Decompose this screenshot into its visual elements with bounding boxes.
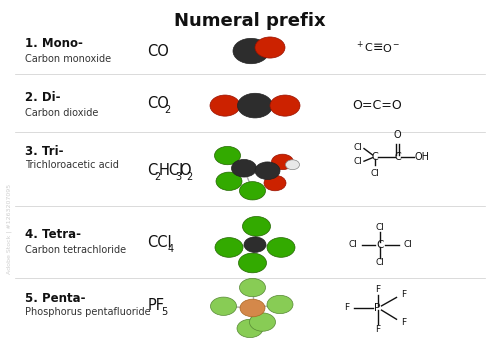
Text: Cl: Cl [354, 157, 362, 166]
Text: 4. Tetra-: 4. Tetra- [25, 228, 81, 240]
Circle shape [240, 299, 265, 317]
Text: 2: 2 [154, 172, 160, 182]
Circle shape [240, 278, 266, 297]
Text: PF: PF [148, 298, 164, 313]
Circle shape [244, 237, 266, 252]
Circle shape [267, 238, 295, 257]
Text: Adobe Stock | #1263207095: Adobe Stock | #1263207095 [6, 184, 12, 274]
Text: F: F [401, 318, 406, 327]
Circle shape [210, 95, 240, 116]
Text: Carbon tetrachloride: Carbon tetrachloride [25, 245, 126, 255]
Text: Carbon dioxide: Carbon dioxide [25, 108, 99, 118]
Text: F: F [344, 303, 349, 313]
Circle shape [242, 216, 270, 236]
Text: 3. Tri-: 3. Tri- [25, 145, 64, 158]
Text: Numeral prefix: Numeral prefix [174, 12, 326, 30]
Text: O=C=O: O=C=O [352, 99, 402, 112]
Text: ≡: ≡ [373, 41, 384, 54]
Text: 3: 3 [175, 172, 181, 182]
Text: O: O [179, 163, 190, 178]
Circle shape [237, 319, 263, 338]
Text: C: C [394, 152, 401, 162]
Text: Phosphorus pentafluoride: Phosphorus pentafluoride [25, 307, 150, 317]
Circle shape [238, 93, 272, 118]
Text: CO: CO [148, 96, 170, 111]
Circle shape [240, 182, 266, 200]
Text: F: F [375, 325, 380, 334]
Circle shape [272, 154, 293, 170]
Circle shape [250, 313, 276, 331]
Text: Cl: Cl [376, 258, 384, 267]
Text: 2: 2 [164, 105, 170, 115]
Text: F: F [375, 285, 380, 294]
Text: O$^-$: O$^-$ [382, 42, 400, 54]
Circle shape [255, 37, 285, 58]
Text: Cl: Cl [376, 222, 384, 232]
Text: CCl: CCl [148, 235, 172, 250]
Circle shape [232, 159, 256, 177]
Text: F: F [401, 290, 406, 299]
Text: Cl: Cl [354, 143, 362, 152]
Text: CO: CO [148, 44, 170, 58]
Text: 2. Di-: 2. Di- [25, 92, 60, 104]
Text: 4: 4 [168, 244, 173, 254]
Text: O: O [394, 130, 402, 140]
Text: Cl: Cl [370, 169, 380, 178]
Text: 2: 2 [186, 172, 192, 182]
Text: $^+$C: $^+$C [355, 40, 374, 55]
Circle shape [233, 38, 269, 64]
Text: 5. Penta-: 5. Penta- [25, 292, 86, 304]
Text: C: C [372, 152, 378, 162]
Text: P: P [374, 303, 380, 313]
Circle shape [270, 95, 300, 116]
Text: Cl: Cl [348, 240, 357, 249]
Circle shape [210, 297, 236, 315]
Text: Cl: Cl [403, 240, 412, 249]
Circle shape [238, 253, 266, 273]
Circle shape [255, 162, 280, 180]
Text: C: C [148, 163, 158, 178]
Circle shape [264, 175, 286, 191]
Text: 1. Mono-: 1. Mono- [25, 37, 83, 50]
Text: OH: OH [414, 152, 430, 162]
Text: HCl: HCl [158, 163, 184, 178]
Circle shape [214, 146, 240, 165]
Text: C: C [376, 240, 384, 250]
Circle shape [215, 238, 243, 257]
Text: Trichloroacetic acid: Trichloroacetic acid [25, 161, 119, 170]
Circle shape [267, 295, 293, 314]
Circle shape [286, 160, 300, 170]
Text: 5: 5 [162, 307, 168, 316]
Circle shape [216, 172, 242, 190]
Text: Carbon monoxide: Carbon monoxide [25, 54, 111, 64]
